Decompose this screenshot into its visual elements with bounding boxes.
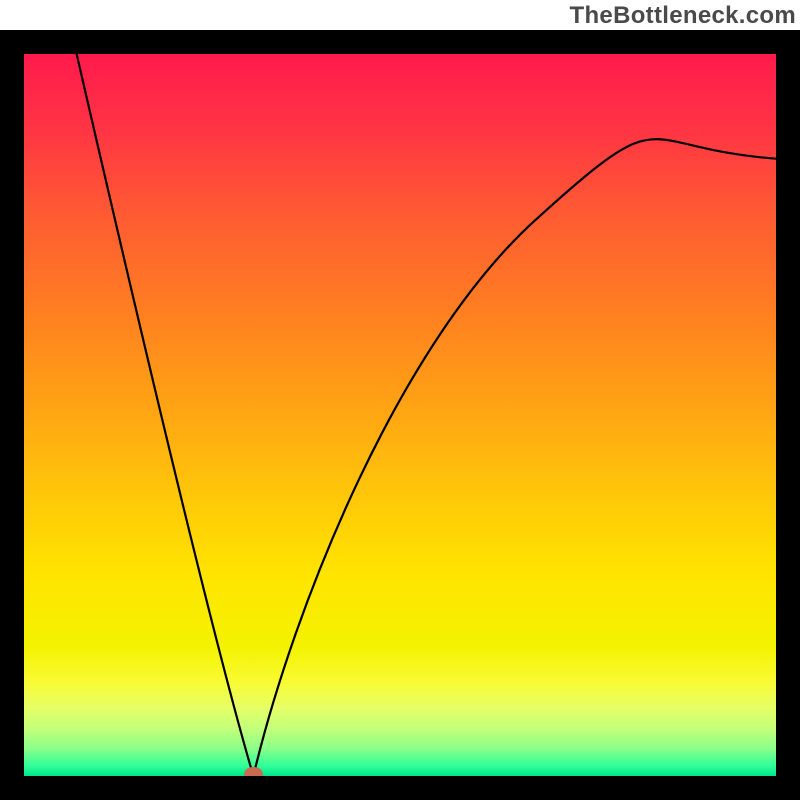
plot-border-top [0,30,800,54]
gradient-background [24,54,776,776]
chart-container: TheBottleneck.com [0,0,800,800]
plot-border-left [0,30,24,800]
plot-border-right [776,30,800,800]
plot-border-bottom [0,776,800,800]
attribution-text: TheBottleneck.com [570,2,796,30]
